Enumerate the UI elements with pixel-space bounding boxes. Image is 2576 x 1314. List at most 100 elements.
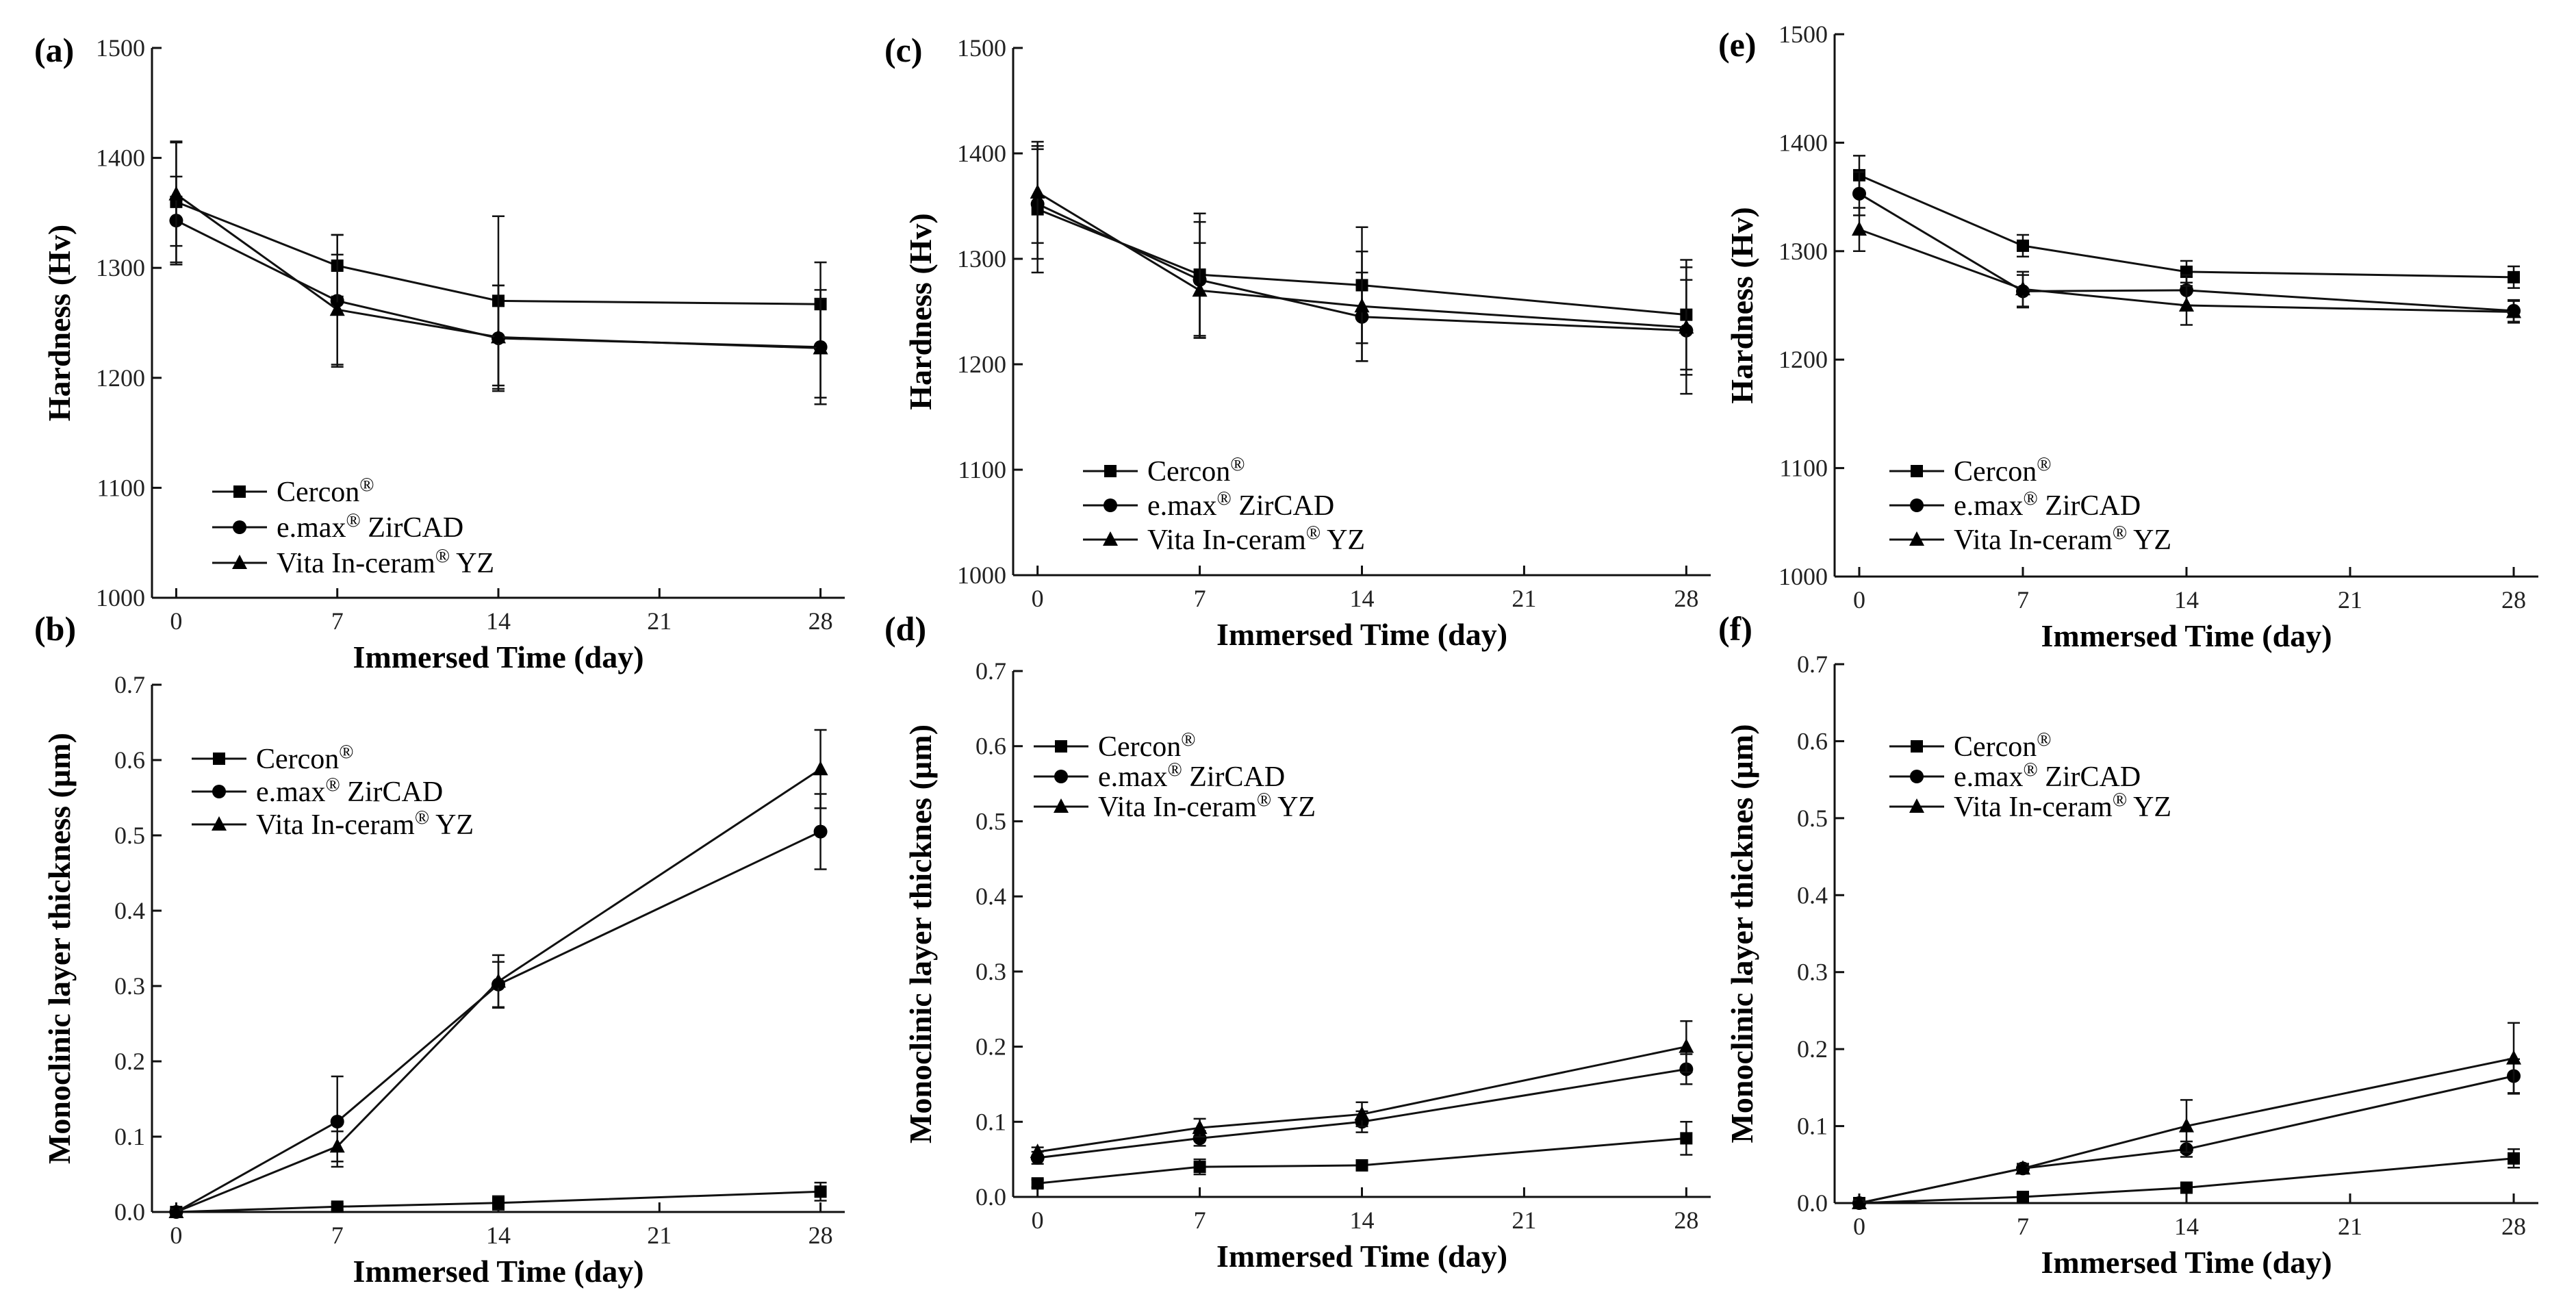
series-triangle <box>168 729 828 1218</box>
y-tick-label: 1400 <box>957 140 1006 167</box>
legend-item: Cercon® <box>1083 454 1245 488</box>
x-tick-label: 7 <box>331 1222 344 1249</box>
legend-item: e.max® ZirCAD <box>1034 759 1285 794</box>
y-tick-label: 0.4 <box>114 897 145 924</box>
y-tick-label: 1500 <box>96 34 145 62</box>
x-tick-label: 28 <box>808 1222 833 1249</box>
legend-label: Vita In-ceram® YZ <box>1098 789 1316 824</box>
series-triangle <box>1030 1020 1694 1159</box>
data-point <box>2179 297 2194 312</box>
series-line <box>1859 1057 2514 1204</box>
chart-panel-d: (d) 0.0 0.1 0.2 0.3 0.4 0.5 0.6 0.7 0 7 14 21 28 Immer… <box>884 609 1711 1274</box>
y-tick-label: 0.7 <box>1797 650 1828 678</box>
legend-marker <box>1103 531 1118 546</box>
data-point <box>492 1196 505 1209</box>
series-line <box>175 831 821 1213</box>
data-point <box>1355 1159 1368 1172</box>
legend-marker <box>1910 770 1924 783</box>
legend-label: Cercon® <box>277 475 374 509</box>
y-tick-label: 1100 <box>1779 455 1828 482</box>
x-tick-label: 28 <box>2501 586 2526 614</box>
y-tick-label: 1300 <box>1778 238 1828 265</box>
data-point <box>2015 1160 2030 1175</box>
y-tick-label: 1200 <box>1778 346 1828 373</box>
x-axis-title: Immersed Time (day) <box>1216 1239 1507 1274</box>
y-tick-label: 0.2 <box>975 1033 1006 1061</box>
x-tick-label: 14 <box>486 1222 511 1249</box>
y-tick-label: 1400 <box>1778 129 1828 156</box>
x-tick-label: 28 <box>2501 1213 2526 1240</box>
y-axis-title: Hardness (Hv) <box>42 225 77 422</box>
y-tick-label: 0.0 <box>114 1198 145 1226</box>
x-tick-label: 7 <box>1194 1206 1206 1234</box>
data-point <box>2180 1181 2193 1194</box>
y-tick-label: 0.2 <box>1797 1035 1828 1063</box>
data-point <box>2508 1152 2521 1165</box>
chart-panel-a: (a) 1000 1100 1200 1300 1400 1500 0 7 14 21 28 Immer… <box>34 31 845 674</box>
legend-item: e.max® ZirCAD <box>1889 488 2141 522</box>
legend-item: e.max® ZirCAD <box>1889 759 2141 793</box>
series-line <box>1037 1068 1687 1159</box>
panel-label: (d) <box>884 609 926 648</box>
y-axis-title: Monoclinic layer thicknes (µm) <box>1724 724 1759 1143</box>
y-tick-label: 0.0 <box>975 1183 1006 1211</box>
y-tick-label: 0.5 <box>1797 805 1828 832</box>
x-tick-label: 0 <box>170 607 182 635</box>
data-point <box>2506 303 2522 318</box>
x-tick-label: 21 <box>2338 586 2362 614</box>
legend-label: Vita In-ceram® YZ <box>1954 789 2171 824</box>
data-point <box>1030 1144 1045 1159</box>
y-tick-label: 0.6 <box>114 746 145 774</box>
data-point <box>813 761 828 776</box>
x-tick-label: 28 <box>808 607 833 635</box>
x-tick-label: 14 <box>1350 585 1375 612</box>
data-point <box>1193 1161 1206 1174</box>
y-tick-label: 1500 <box>1778 21 1828 48</box>
chart-panel-c: (c) 1000 1100 1200 1300 1400 1500 0 7 14 21 28 Immer… <box>884 31 1711 652</box>
chart-panel-e: (e) 1000 1100 1200 1300 1400 1500 0 7 14 21 28 Immer… <box>1718 21 2538 653</box>
y-tick-label: 1200 <box>96 364 145 392</box>
series-line <box>1859 1157 2514 1204</box>
series-line <box>1036 191 1687 329</box>
y-axis-title: Hardness (Hv) <box>903 213 938 410</box>
legend-item: Cercon® <box>192 742 354 776</box>
data-point <box>1354 298 1370 313</box>
legend-marker <box>1104 465 1117 477</box>
x-tick-label: 7 <box>331 607 344 635</box>
x-axis-title: Immersed Time (day) <box>2041 618 2332 653</box>
series-triangle <box>168 141 828 399</box>
legend-label: e.max® ZirCAD <box>1098 759 1285 794</box>
data-point <box>329 301 345 316</box>
panel-label: (e) <box>1718 25 1757 64</box>
legend-marker <box>1104 498 1117 512</box>
y-tick-label: 0.6 <box>1797 727 1828 755</box>
x-tick-label: 0 <box>1853 1213 1865 1240</box>
legend-marker <box>212 816 227 831</box>
series-line <box>175 768 821 1213</box>
data-point <box>491 973 506 988</box>
legend-marker <box>1909 798 1924 813</box>
legend-marker <box>213 753 225 765</box>
x-tick-label: 14 <box>2174 1213 2199 1240</box>
x-axis-title: Immersed Time (day) <box>353 640 643 674</box>
legend-item: Vita In-ceram® YZ <box>1889 522 2171 556</box>
x-tick-label: 0 <box>1853 586 1865 614</box>
x-axis-title: Immersed Time (day) <box>353 1254 643 1289</box>
y-tick-label: 0.0 <box>1797 1189 1828 1217</box>
x-tick-label: 14 <box>2174 586 2199 614</box>
legend-label: Cercon® <box>256 742 354 776</box>
series-line <box>175 201 821 305</box>
x-tick-label: 28 <box>1674 585 1698 612</box>
y-tick-label: 1000 <box>957 561 1006 589</box>
data-point <box>2016 239 2029 252</box>
series-square <box>1031 1121 1693 1190</box>
x-tick-label: 21 <box>2338 1213 2362 1240</box>
legend-marker <box>1054 798 1069 813</box>
legend-label: Cercon® <box>1147 454 1245 488</box>
data-point <box>1680 1132 1693 1145</box>
legend-item: Vita In-ceram® YZ <box>1889 789 2171 824</box>
legend-label: e.max® ZirCAD <box>277 510 463 544</box>
y-tick-label: 0.5 <box>114 822 145 849</box>
data-point <box>168 1204 184 1218</box>
legend-item: e.max® ZirCAD <box>192 774 443 808</box>
